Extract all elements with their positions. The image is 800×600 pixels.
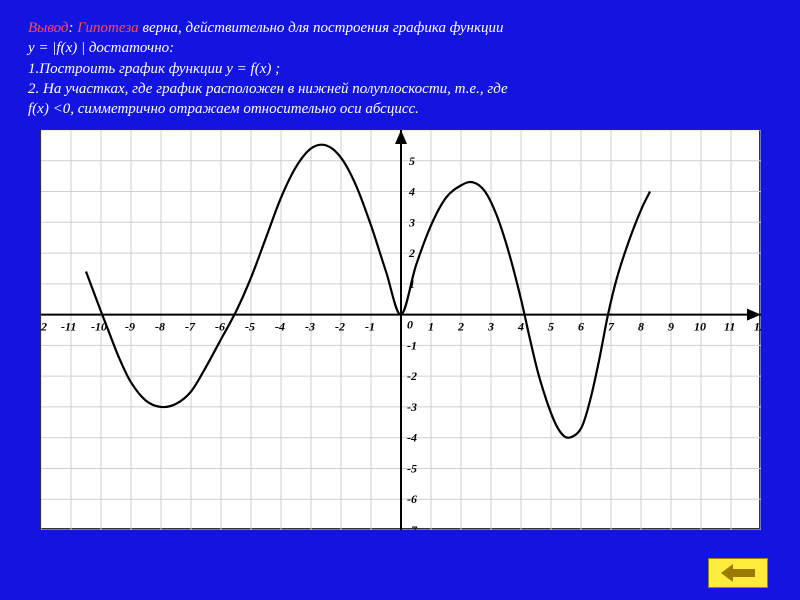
svg-text:-4: -4: [407, 431, 417, 445]
line3: 1.Построить график функции y = f(x) ;: [28, 61, 280, 77]
svg-text:9: 9: [668, 320, 674, 334]
chart-area: -12-11-10-9-8-7-6-5-4-3-2-10123456789101…: [40, 129, 760, 529]
svg-text:-9: -9: [125, 320, 135, 334]
svg-text:11: 11: [724, 320, 735, 334]
svg-text:-7: -7: [185, 320, 196, 334]
svg-text:7: 7: [608, 320, 615, 334]
svg-text:4: 4: [517, 320, 524, 334]
svg-text:-6: -6: [215, 320, 225, 334]
svg-text:-12: -12: [41, 320, 47, 334]
svg-text:-6: -6: [407, 492, 417, 506]
svg-text:-4: -4: [275, 320, 285, 334]
colon: :: [69, 20, 78, 36]
svg-text:-11: -11: [61, 320, 76, 334]
svg-text:0: 0: [407, 318, 413, 332]
svg-text:10: 10: [694, 320, 706, 334]
svg-text:5: 5: [548, 320, 554, 334]
svg-text:12: 12: [754, 320, 761, 334]
function-chart: -12-11-10-9-8-7-6-5-4-3-2-10123456789101…: [41, 130, 761, 530]
back-arrow-icon: [721, 564, 755, 582]
svg-text:2: 2: [457, 320, 464, 334]
svg-text:2: 2: [408, 246, 415, 260]
svg-text:-2: -2: [407, 369, 417, 383]
svg-text:-1: -1: [365, 320, 375, 334]
line1-rest: верна, действительно для построения граф…: [139, 20, 504, 36]
svg-text:3: 3: [487, 320, 494, 334]
svg-text:3: 3: [408, 216, 415, 230]
back-button[interactable]: [708, 558, 768, 588]
svg-text:-5: -5: [245, 320, 255, 334]
svg-text:8: 8: [638, 320, 644, 334]
word-gipoteza: Гипотеза: [77, 20, 138, 36]
svg-text:-2: -2: [335, 320, 345, 334]
svg-text:-5: -5: [407, 462, 417, 476]
svg-text:-8: -8: [155, 320, 165, 334]
line4: 2. На участках, где график расположен в …: [28, 81, 508, 97]
svg-text:1: 1: [428, 320, 434, 334]
word-vyvod: Вывод: [28, 20, 69, 36]
line2: y = |f(x) | достаточно:: [28, 40, 174, 56]
svg-text:-7: -7: [407, 523, 418, 530]
svg-text:-3: -3: [305, 320, 315, 334]
svg-text:6: 6: [578, 320, 584, 334]
conclusion-text: Вывод: Гипотеза верна, действительно для…: [0, 0, 800, 125]
line5: f(x) <0, симметрично отражаем относитель…: [28, 101, 419, 117]
svg-text:-1: -1: [407, 339, 417, 353]
svg-text:-3: -3: [407, 400, 417, 414]
svg-text:5: 5: [409, 154, 415, 168]
svg-text:4: 4: [408, 185, 415, 199]
